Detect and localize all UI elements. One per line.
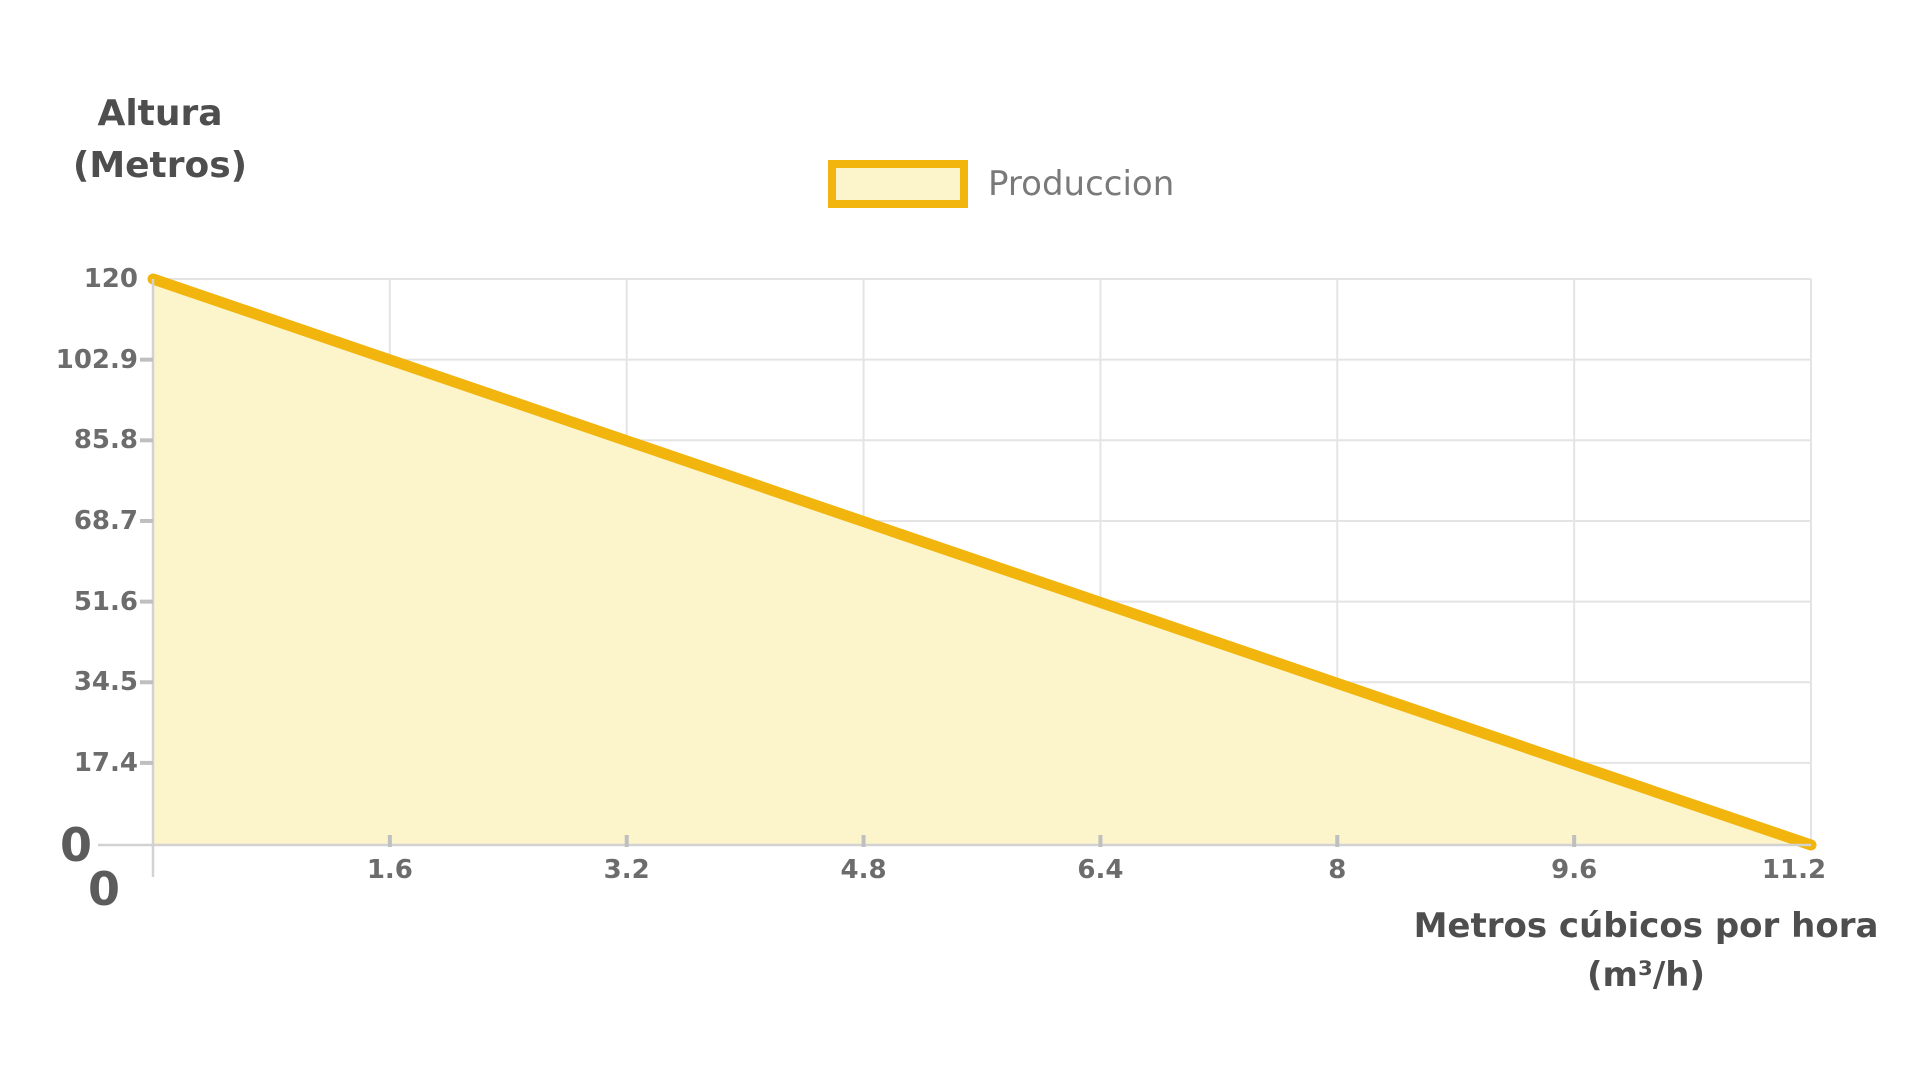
x-tick-label-zero: 0: [88, 862, 121, 916]
x-axis-title-line2: (m³/h): [1586, 955, 1706, 996]
legend: Produccion: [828, 160, 1174, 208]
x-tick-label: 9.6: [1551, 855, 1598, 885]
x-tick-label: 3.2: [603, 855, 650, 885]
legend-label: Produccion: [988, 164, 1175, 204]
y-tick-label: 85.8: [73, 425, 138, 456]
y-tick-label: 34.5: [73, 667, 138, 698]
y-tick-label: 120: [83, 264, 138, 294]
x-tick-label: 6.4: [1077, 855, 1124, 885]
y-tick-label: 17.4: [73, 747, 138, 778]
y-tick-label: 68.7: [73, 505, 138, 536]
legend-swatch: [828, 160, 968, 208]
x-tick-label: 4.8: [840, 855, 887, 885]
y-axis-title-line1: Altura: [97, 93, 223, 134]
x-tick-label: 11.2: [1761, 855, 1827, 885]
produccion-line: [147, 273, 1817, 851]
x-tick-label: 8: [1328, 855, 1347, 885]
y-axis-title: Altura (Metros): [55, 88, 265, 192]
x-tick-label: 1.6: [366, 855, 413, 885]
y-tick-label: 102.9: [55, 344, 138, 375]
x-axis-title-line1: Metros cúbicos por hora: [1413, 906, 1879, 946]
y-tick-label: 51.6: [73, 586, 138, 617]
x-axis-title: Metros cúbicos por hora (m³/h): [1376, 902, 1916, 1001]
y-tick-label-zero: 0: [60, 818, 93, 872]
y-axis-title-line2: (Metros): [72, 145, 248, 187]
